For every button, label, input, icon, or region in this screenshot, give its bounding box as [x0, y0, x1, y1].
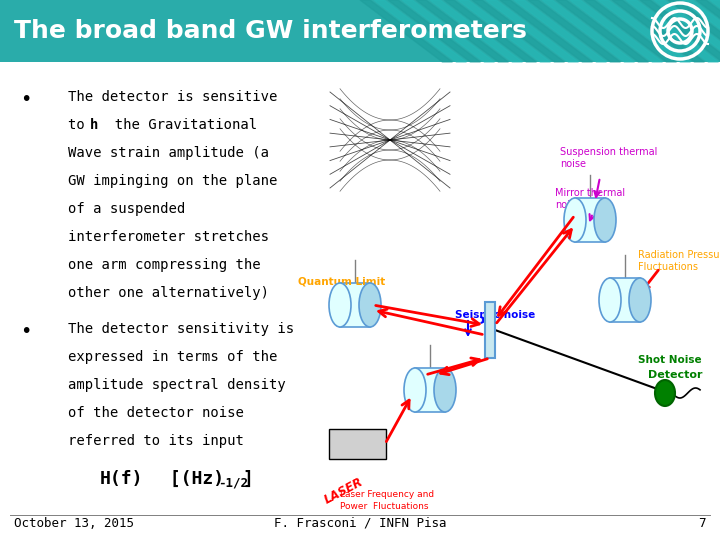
Polygon shape — [570, 0, 662, 62]
Text: expressed in terms of the: expressed in terms of the — [68, 350, 277, 364]
Ellipse shape — [434, 368, 456, 412]
Text: noise: noise — [560, 159, 586, 169]
Polygon shape — [584, 0, 677, 62]
Polygon shape — [416, 0, 508, 62]
Text: Fluctuations: Fluctuations — [638, 262, 698, 272]
Polygon shape — [612, 0, 704, 62]
Polygon shape — [388, 0, 480, 62]
Polygon shape — [710, 0, 720, 62]
Polygon shape — [458, 0, 551, 62]
Ellipse shape — [359, 283, 381, 327]
Polygon shape — [430, 0, 523, 62]
Bar — [340, 283, 370, 327]
Text: October 13, 2015: October 13, 2015 — [14, 517, 134, 530]
Text: referred to its input: referred to its input — [68, 434, 244, 448]
Polygon shape — [486, 0, 578, 62]
Text: noise: noise — [555, 200, 581, 210]
Text: Seismic noise: Seismic noise — [455, 310, 535, 320]
Ellipse shape — [599, 278, 621, 322]
Polygon shape — [374, 0, 467, 62]
Polygon shape — [598, 0, 690, 62]
Polygon shape — [360, 0, 452, 62]
Text: one arm compressing the: one arm compressing the — [68, 258, 261, 272]
Polygon shape — [668, 0, 720, 62]
Polygon shape — [696, 0, 720, 62]
Polygon shape — [514, 0, 606, 62]
Text: LASER: LASER — [322, 475, 365, 507]
Ellipse shape — [564, 198, 586, 242]
Polygon shape — [500, 0, 593, 62]
Text: GW impinging on the plane: GW impinging on the plane — [68, 174, 277, 188]
FancyBboxPatch shape — [329, 429, 386, 459]
Polygon shape — [528, 0, 621, 62]
Text: Detector: Detector — [648, 370, 703, 380]
Text: Quantum Limit: Quantum Limit — [298, 277, 385, 287]
Text: Mirror thermal: Mirror thermal — [555, 188, 625, 198]
Ellipse shape — [594, 198, 616, 242]
Text: •: • — [20, 90, 32, 109]
Polygon shape — [402, 0, 495, 62]
Polygon shape — [444, 0, 536, 62]
Text: to: to — [68, 118, 102, 132]
Polygon shape — [556, 0, 649, 62]
Ellipse shape — [655, 380, 675, 406]
Text: Power  Fluctuations: Power Fluctuations — [340, 502, 428, 511]
Text: -1/2: -1/2 — [218, 476, 248, 489]
Text: [(Hz): [(Hz) — [148, 470, 224, 488]
Text: •: • — [20, 322, 32, 341]
Ellipse shape — [629, 278, 651, 322]
Bar — [0, 0, 720, 62]
Text: The detector is sensitive: The detector is sensitive — [68, 90, 277, 104]
Bar — [415, 368, 445, 412]
Text: Suspension thermal: Suspension thermal — [560, 147, 657, 157]
Text: ]: ] — [242, 470, 253, 488]
Ellipse shape — [404, 368, 426, 412]
Polygon shape — [682, 0, 720, 62]
Text: The detector sensitivity is: The detector sensitivity is — [68, 322, 294, 336]
Text: The broad band GW interferometers: The broad band GW interferometers — [14, 19, 527, 43]
Ellipse shape — [329, 283, 351, 327]
Text: the Gravitational: the Gravitational — [98, 118, 257, 132]
Polygon shape — [640, 0, 720, 62]
Text: of a suspended: of a suspended — [68, 202, 185, 216]
Text: Radiation Pressure: Radiation Pressure — [638, 250, 720, 260]
Text: h: h — [90, 118, 99, 132]
Bar — [575, 198, 605, 242]
Polygon shape — [654, 0, 720, 62]
Bar — [485, 302, 495, 358]
Text: H(f): H(f) — [100, 470, 143, 488]
Polygon shape — [626, 0, 719, 62]
Text: Shot Noise: Shot Noise — [638, 355, 701, 365]
Text: interferometer stretches: interferometer stretches — [68, 230, 269, 244]
Text: amplitude spectral density: amplitude spectral density — [68, 378, 286, 392]
Text: 7: 7 — [698, 517, 706, 530]
Text: other one alternatively): other one alternatively) — [68, 286, 269, 300]
Text: Laser Frequency and: Laser Frequency and — [340, 490, 434, 499]
Polygon shape — [472, 0, 564, 62]
Polygon shape — [542, 0, 634, 62]
Text: F. Frasconi / INFN Pisa: F. Frasconi / INFN Pisa — [274, 517, 446, 530]
Text: of the detector noise: of the detector noise — [68, 406, 244, 420]
Bar — [610, 278, 640, 322]
Text: Wave strain amplitude (a: Wave strain amplitude (a — [68, 146, 269, 160]
